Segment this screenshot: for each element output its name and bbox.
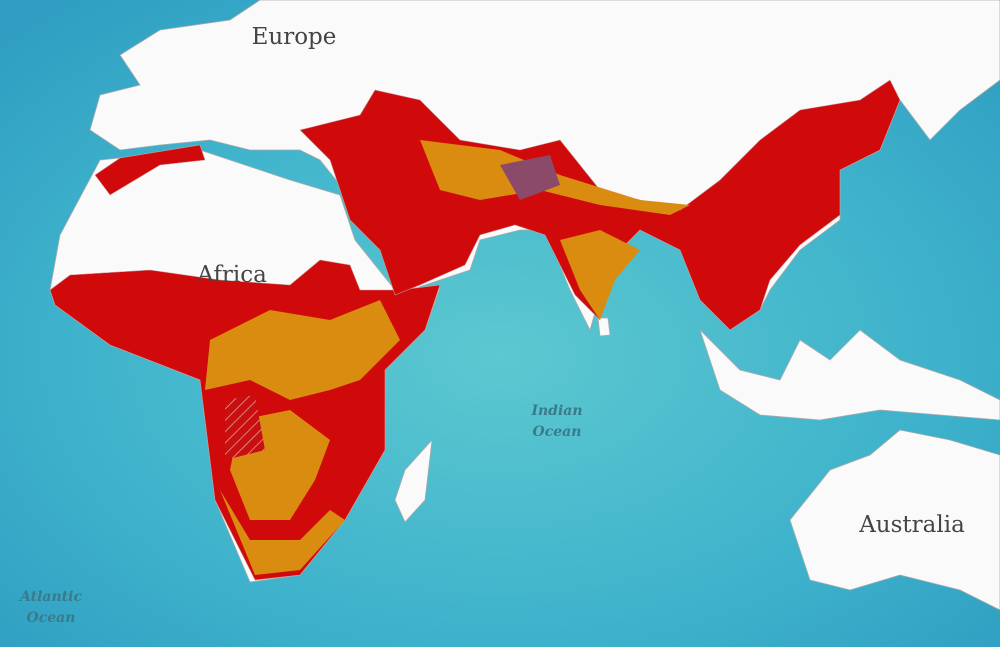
labels: Europe Africa Australia Indian Ocean Atlantic…	[18, 24, 965, 626]
ocean-label: Ocean	[27, 610, 76, 626]
continent-label: Africa	[196, 262, 267, 288]
hatched-zone	[225, 395, 265, 460]
continent-label: Europe	[252, 24, 337, 50]
ocean-label: Atlantic	[18, 589, 82, 605]
sri-lanka	[597, 317, 611, 337]
patch	[205, 300, 400, 400]
range-north-africa	[94, 144, 206, 196]
indonesia	[699, 329, 1000, 421]
patch	[560, 230, 640, 320]
continent-label: Australia	[858, 512, 965, 538]
patch	[220, 490, 345, 575]
range	[49, 79, 901, 581]
ocean-label: Ocean	[533, 424, 582, 440]
australia	[789, 429, 1000, 611]
patch	[500, 155, 560, 200]
madagascar	[394, 438, 433, 523]
ocean-label: Indian	[530, 403, 582, 419]
